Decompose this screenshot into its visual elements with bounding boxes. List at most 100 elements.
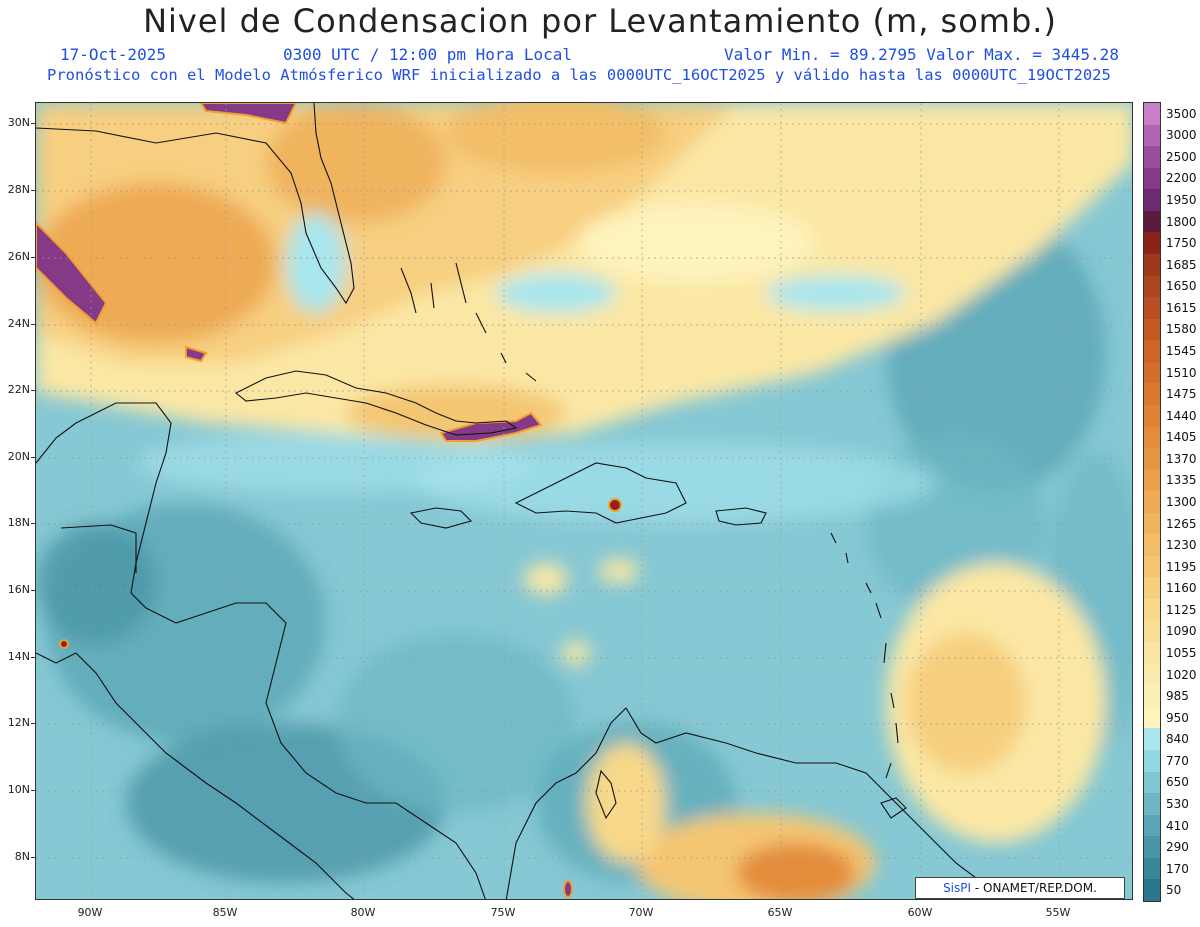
legend-swatch [1144,232,1160,255]
color-legend [1143,102,1161,902]
legend-swatch [1144,361,1160,384]
legend-level-label: 650 [1166,775,1189,790]
legend-level-label: 1020 [1166,667,1197,682]
lon-label: 65W [767,906,793,919]
legend-swatch [1144,599,1160,622]
legend-swatch [1144,426,1160,449]
legend-swatch [1144,555,1160,578]
legend-swatch [1144,728,1160,751]
legend-swatch [1144,491,1160,514]
legend-swatch [1144,577,1160,600]
legend-swatch [1144,706,1160,729]
brand-name: SisPI [943,881,972,895]
legend-level-label: 1405 [1166,430,1197,445]
lat-tick [31,657,35,658]
lcl-field-map [36,103,1132,899]
coastlines [36,103,1013,899]
legend-swatch [1144,879,1160,902]
lat-tick [31,857,35,858]
legend-swatch [1144,512,1160,535]
legend-level-label: 950 [1166,710,1189,725]
legend-level-label: 1125 [1166,602,1197,617]
legend-level-label: 1510 [1166,365,1197,380]
lon-label: 90W [77,906,103,919]
legend-level-label: 985 [1166,689,1189,704]
lat-tick [31,523,35,524]
graticule [36,103,1132,899]
lat-tick [31,123,35,124]
lat-tick [31,790,35,791]
lon-label: 55W [1045,906,1071,919]
valid-date: 17-Oct-2025 [60,45,166,64]
legend-swatch [1144,771,1160,794]
legend-swatch [1144,534,1160,557]
legend-swatch [1144,642,1160,665]
legend-swatch [1144,836,1160,859]
legend-swatch [1144,340,1160,363]
legend-swatch [1144,404,1160,427]
legend-swatch [1144,103,1160,126]
lat-tick [31,723,35,724]
legend-level-label: 3000 [1166,128,1197,143]
legend-level-label: 1950 [1166,193,1197,208]
lat-label: 12N [7,716,30,729]
legend-level-label: 170 [1166,861,1189,876]
legend-swatch [1144,275,1160,298]
map-title: Nivel de Condensacion por Levantamiento … [143,2,1057,40]
credit-org: - ONAMET/REP.DOM. [974,881,1097,895]
legend-swatch [1144,167,1160,190]
legend-level-label: 1545 [1166,344,1197,359]
legend-swatch [1144,383,1160,406]
legend-level-label: 1055 [1166,645,1197,660]
lat-label: 26N [7,250,30,263]
lat-label: 18N [7,516,30,529]
legend-swatch [1144,750,1160,773]
legend-level-label: 1335 [1166,473,1197,488]
lon-label: 70W [628,906,654,919]
lat-label: 20N [7,450,30,463]
min-max-values: Valor Min. = 89.2795 Valor Max. = 3445.2… [724,45,1119,64]
legend-swatch [1144,189,1160,212]
legend-level-label: 1475 [1166,387,1197,402]
legend-level-label: 530 [1166,796,1189,811]
valid-time: 0300 UTC / 12:00 pm Hora Local [283,45,572,64]
legend-level-label: 1370 [1166,451,1197,466]
legend-level-label: 1615 [1166,300,1197,315]
lat-tick [31,590,35,591]
legend-swatch [1144,297,1160,320]
lat-label: 22N [7,383,30,396]
lat-label: 30N [7,116,30,129]
legend-swatch [1144,793,1160,816]
lon-label: 85W [212,906,238,919]
legend-swatch [1144,620,1160,643]
legend-level-label: 3500 [1166,106,1197,121]
legend-swatch [1144,210,1160,233]
lat-label: 14N [7,650,30,663]
legend-level-label: 2500 [1166,149,1197,164]
legend-swatch [1144,448,1160,471]
legend-swatch [1144,146,1160,169]
legend-swatch [1144,814,1160,837]
legend-level-label: 1160 [1166,581,1197,596]
legend-swatch [1144,685,1160,708]
legend-level-label: 290 [1166,840,1189,855]
shading-layer [36,103,1132,899]
map-panel [35,102,1133,900]
lon-label: 80W [350,906,376,919]
legend-level-label: 2200 [1166,171,1197,186]
lat-tick [31,257,35,258]
legend-level-label: 1195 [1166,559,1197,574]
legend-level-label: 1230 [1166,538,1197,553]
lat-tick [31,457,35,458]
lon-label: 60W [907,906,933,919]
legend-level-label: 410 [1166,818,1189,833]
lat-label: 28N [7,183,30,196]
forecast-info: Pronóstico con el Modelo Atmósferico WRF… [47,66,1111,84]
legend-swatch [1144,124,1160,147]
lat-label: 24N [7,317,30,330]
lat-label: 16N [7,583,30,596]
legend-level-label: 50 [1166,883,1182,898]
legend-level-label: 1750 [1166,236,1197,251]
legend-swatch [1144,318,1160,341]
lat-tick [31,324,35,325]
